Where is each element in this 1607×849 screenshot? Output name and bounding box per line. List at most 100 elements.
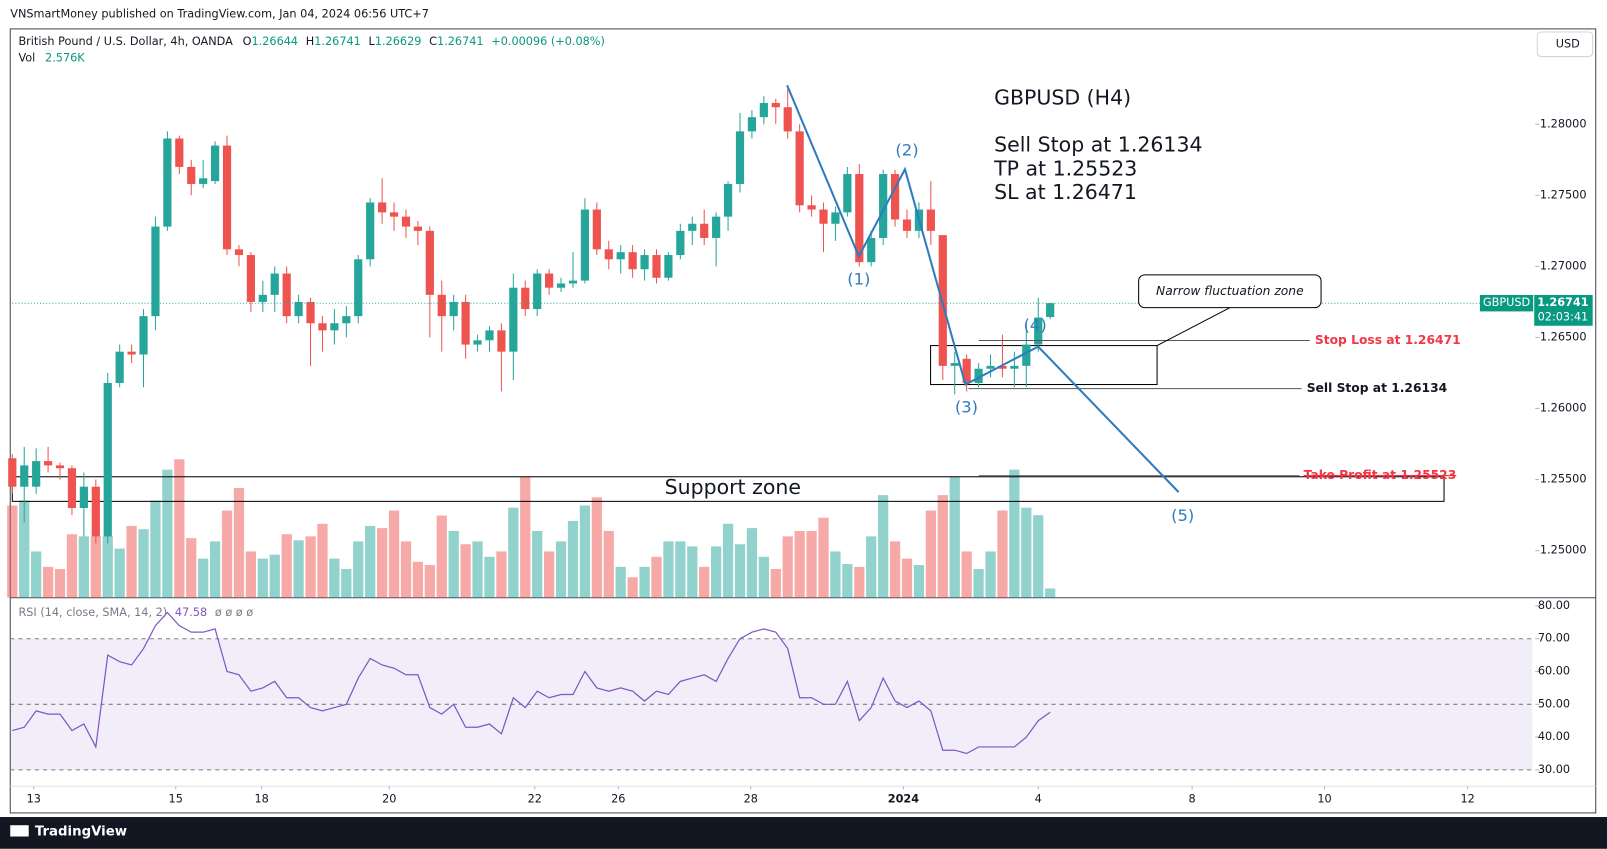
candle-body (20, 465, 29, 487)
volume-bar (186, 538, 197, 598)
volume-bar (925, 510, 936, 598)
volume-bar (7, 505, 18, 598)
volume-bar (746, 528, 758, 598)
candle-body (604, 249, 613, 260)
candle-body (342, 316, 351, 324)
candle-body (533, 273, 542, 310)
volume-bar (544, 551, 555, 598)
volume-bar (639, 566, 650, 598)
candle-body (258, 294, 267, 302)
volume-bar (985, 551, 996, 598)
candle-body (401, 216, 411, 227)
footer-logo (10, 825, 29, 837)
volume-bar (66, 534, 78, 598)
volume-bar (973, 569, 984, 598)
candle-body (998, 365, 1007, 369)
rsi-tick-label: 30.00 (1538, 763, 1570, 776)
candle-body (413, 226, 423, 231)
volume-bar (341, 569, 352, 598)
axis-layer: 1.25000 1.25500 1.26000 1.26500 1.27000 1.275… (27, 117, 1593, 806)
volume-bar (78, 536, 89, 598)
volume-bar (794, 530, 805, 598)
candle-body (521, 287, 530, 310)
candle-body (712, 216, 721, 238)
volume-bar (627, 577, 638, 598)
volume-bar (913, 565, 925, 598)
rsi-band-layer (10, 638, 1533, 771)
callout-pointer (1156, 307, 1231, 347)
candle-body (330, 323, 339, 331)
candle-body (867, 237, 876, 263)
volume-bar (555, 541, 567, 598)
take-profit-label: Take Profit at 1.25523 (1304, 468, 1457, 482)
volume-bar (711, 546, 722, 598)
volume-bar (901, 558, 913, 598)
candle-body (890, 174, 900, 220)
x-tick-label: 2024 (888, 793, 920, 806)
candle-body (318, 323, 327, 331)
footer-brand: TradingView (35, 824, 127, 839)
volume-bar (233, 487, 245, 598)
rsi-tick-label: 60.00 (1538, 665, 1570, 678)
volume-bar (830, 551, 841, 598)
volume-bar (699, 566, 710, 598)
volume-bar (878, 495, 889, 598)
currency-button[interactable] (1536, 31, 1594, 58)
candle-body (32, 461, 41, 487)
candle-body (807, 205, 816, 210)
rsi-line (12, 611, 1051, 755)
candle-body (270, 273, 279, 295)
x-tick-label: 18 (254, 793, 268, 806)
candle-body (879, 174, 888, 238)
rsi-legend: RSI (14, close, SMA, 14, 2) 47.58 ø ø ø … (18, 606, 253, 619)
candle-body (246, 255, 255, 302)
candle-body (473, 340, 482, 345)
candle-body (175, 138, 184, 167)
candle-body (199, 178, 208, 184)
vol-value: 2.576K (45, 52, 85, 65)
volume-bar (353, 541, 364, 598)
volume-bar (90, 536, 101, 598)
volume-bar (19, 500, 30, 598)
candle-body (831, 212, 840, 224)
volume-bar (675, 541, 686, 598)
volume-bar (54, 569, 66, 598)
candle-body (974, 368, 983, 383)
candle-body (79, 486, 88, 509)
candle-body (580, 209, 590, 281)
candle-body (592, 209, 601, 250)
x-tick-label: 22 (528, 793, 542, 806)
candle-body (723, 183, 733, 217)
candle-body (187, 166, 196, 184)
volume-legend: Vol 2.576K (18, 52, 85, 65)
volume-bar (460, 544, 471, 598)
volume-bar (198, 558, 209, 598)
candle-body (115, 351, 124, 383)
candle-body (640, 255, 649, 270)
volume-bar (520, 476, 531, 598)
volume-bar (329, 558, 340, 598)
x-tick-label: 10 (1317, 793, 1331, 806)
candle-body (545, 273, 554, 288)
candle-body (1022, 344, 1031, 366)
volume-bar (448, 530, 459, 598)
volume-bar (436, 515, 447, 598)
candle-body (139, 316, 148, 355)
candle-body (926, 209, 935, 231)
volume-bar (365, 525, 376, 598)
symbol: British Pound / U.S. Dollar, 4h, OANDA (18, 35, 233, 48)
candle-body (700, 223, 709, 238)
candle-body (1010, 365, 1019, 369)
volume-bar (150, 500, 161, 598)
volume-bar (866, 536, 877, 598)
y-tick-label: 1.25500 (1540, 473, 1587, 486)
candle-body (747, 117, 757, 132)
volume-bar (937, 495, 948, 598)
volume-bar (138, 529, 149, 598)
volume-bar (1033, 515, 1044, 598)
candle-body (485, 330, 494, 341)
y-tick-label: 1.25000 (1540, 544, 1587, 557)
volume-bar (734, 544, 746, 598)
